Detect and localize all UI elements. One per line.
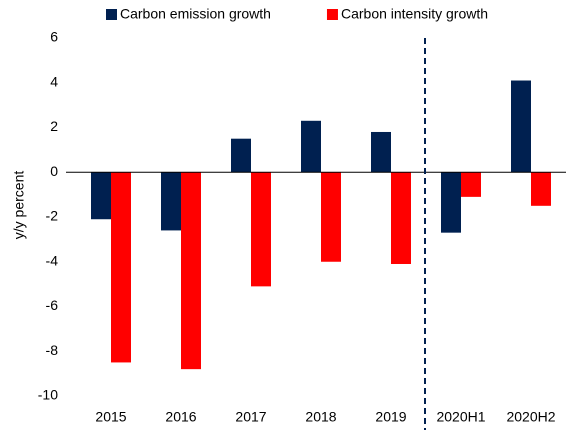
x-tick-label: 2018 [305, 409, 336, 425]
bar [111, 172, 131, 363]
y-tick-label: 6 [50, 29, 58, 45]
bar [161, 172, 181, 231]
bar [251, 172, 271, 287]
y-tick-label: 0 [50, 163, 58, 179]
legend-swatch [326, 9, 338, 20]
legend-label: Carbon intensity growth [341, 6, 488, 22]
x-tick-label: 2017 [235, 409, 266, 425]
legend-label: Carbon emission growth [120, 6, 271, 22]
y-axis-label: y/y percent [11, 171, 27, 240]
bar [511, 80, 531, 173]
x-tick-label: 2015 [95, 409, 126, 425]
y-tick-label: -4 [46, 252, 59, 268]
bar [441, 172, 461, 233]
bar [531, 172, 551, 206]
bar [391, 172, 411, 264]
bar [371, 131, 391, 173]
bar [301, 120, 321, 173]
y-tick-label: -10 [38, 387, 58, 403]
y-tick-label: -8 [46, 342, 59, 358]
x-tick-label: 2016 [165, 409, 196, 425]
bar [461, 172, 481, 197]
y-tick-label: -2 [46, 208, 59, 224]
bar [231, 138, 251, 173]
y-tick-label: 4 [50, 73, 58, 89]
x-tick-label: 2020H1 [436, 409, 485, 425]
x-tick-label: 2019 [375, 409, 406, 425]
y-tick-label: -6 [46, 297, 59, 313]
bar [181, 172, 201, 370]
legend-swatch [106, 9, 117, 20]
bar [91, 172, 111, 220]
bar [321, 172, 341, 262]
x-tick-label: 2020H2 [506, 409, 555, 425]
y-tick-label: 2 [50, 118, 58, 134]
